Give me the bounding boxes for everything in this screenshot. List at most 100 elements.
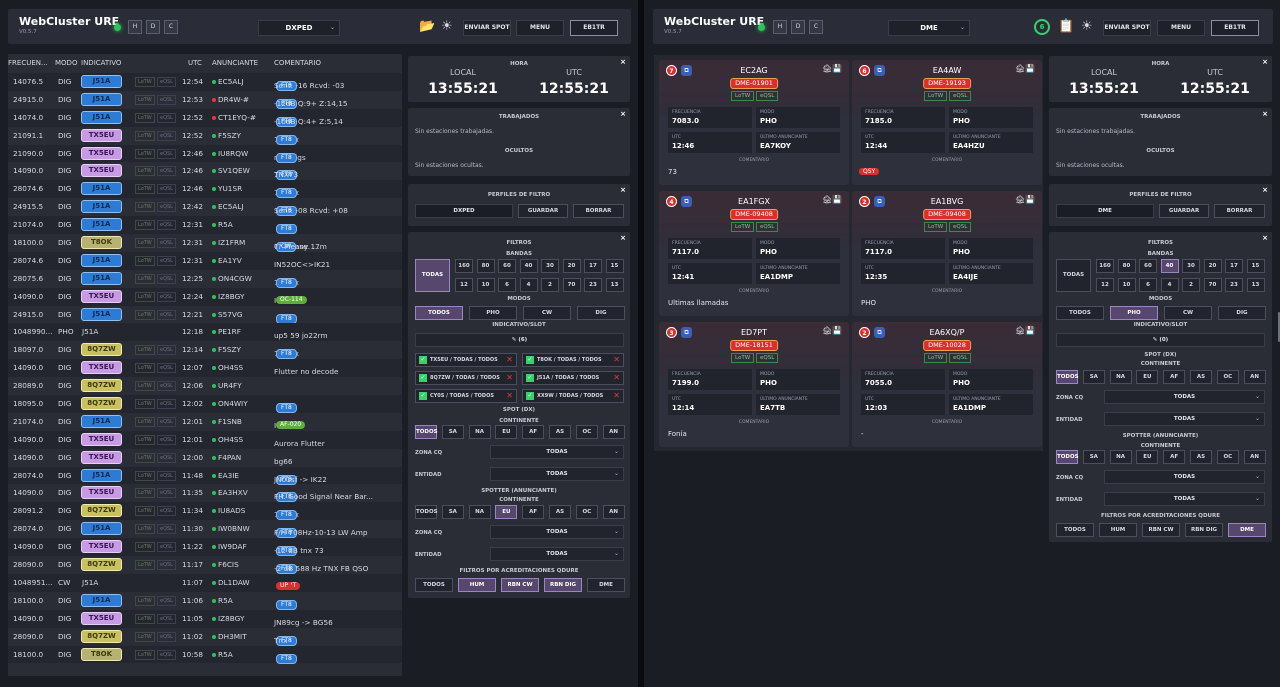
spotter-entity-select[interactable]: TODAS ⌄ [490, 547, 624, 561]
spotter-continent-button[interactable]: AS [549, 505, 571, 519]
table-row[interactable]: 14090.0DIGTX5EULoTWeQSL12:46SV1QEW14090F… [8, 162, 402, 181]
table-row[interactable]: 21074.0DIGJ51ALoTWeQSL12:01F1SNBIOTAAF-0… [8, 413, 402, 431]
conts-button[interactable]: OC [1216, 370, 1239, 384]
col-comment[interactable]: COMENTARIO [274, 59, 322, 67]
spotter-cell[interactable]: CT1EYQ-# [218, 112, 256, 122]
spotter-continent-button[interactable]: EU [495, 505, 518, 519]
spot-card[interactable]: 2 ⧉ 🏚💾 EA6XQ/P DME-10028 LoTW eQSL FRECUENCIA 70… [852, 322, 1042, 447]
call-badge[interactable]: 8Q7ZW [81, 504, 122, 518]
spotter-zone-select[interactable]: TODAS ⌄ [490, 525, 624, 539]
band-button[interactable]: 2 [1182, 278, 1200, 292]
call-badge[interactable]: J51A [81, 75, 122, 88]
band-button[interactable]: 10 [476, 278, 495, 292]
send-spot-button[interactable]: ENVIAR SPOT [463, 20, 511, 36]
clipboard-icon[interactable]: 📋 [1058, 19, 1075, 34]
table-row[interactable]: 28090.0 DIG 8Q7ZW LoTW eQSL 11:17 F6CIS FT8 -2 d… [8, 556, 402, 575]
band-button[interactable]: 70 [562, 278, 581, 292]
sun-icon[interactable]: ☀ [441, 19, 453, 34]
checkbox-icon[interactable]: ✓ [419, 356, 427, 364]
table-row[interactable]: 18100.0 DIG T8OK LoTW eQSL 12:31 IZ1FRM Guys an… [8, 234, 402, 253]
col-freq[interactable]: FRECUEN... [8, 59, 48, 67]
conts-button[interactable]: OC [575, 425, 598, 439]
table-row[interactable]: 14076.5 DIG J51A LoTW eQSL 12:54 EC5ALJ FT8 Sent… [8, 73, 402, 91]
acc-button[interactable]: TODOS [415, 578, 453, 592]
remove-icon[interactable]: ✕ [506, 373, 513, 382]
modes-button[interactable]: TODOS [415, 306, 463, 320]
spotter-continent-button[interactable]: AN [602, 505, 625, 519]
band-button[interactable]: 70 [1203, 278, 1222, 292]
split-divider[interactable] [638, 0, 1280, 687]
call-badge[interactable]: 8Q7ZW [81, 629, 122, 643]
bands-all-button[interactable]: TODAS [415, 259, 450, 292]
close-icon[interactable]: × [1262, 58, 1268, 66]
close-icon[interactable]: × [1262, 186, 1268, 194]
spot-card[interactable]: 7 ⧉ 🏚💾 EC2AG DME-01901 LoTW eQSL FRECUENCIA 7083… [659, 60, 849, 185]
spotter-continent-button[interactable]: TODOS [1056, 450, 1079, 464]
save-button[interactable]: GUARDAR [1159, 204, 1209, 218]
band-button[interactable]: 40 [1160, 259, 1179, 273]
info-icon[interactable]: ⧉ [874, 65, 885, 76]
conts-button[interactable]: EU [495, 425, 518, 439]
band-button[interactable]: 15 [1246, 259, 1265, 273]
slot-filter[interactable]: ✓ T8OK / TODAS / TODOS ✕ [522, 353, 624, 367]
band-button[interactable]: 4 [519, 278, 538, 292]
spotter-cell[interactable]: R5A [218, 595, 233, 605]
band-button[interactable]: 23 [1225, 278, 1243, 292]
col-spotter[interactable]: ANUNCIANTE [212, 59, 259, 67]
call-badge[interactable]: TX5EU [81, 128, 122, 142]
filter-select[interactable]: DXPED ⌄ [258, 20, 340, 36]
call-slot-editor[interactable]: ✎ (6) [415, 333, 624, 347]
table-row[interactable]: 14090.0 DIG TX5EU LoTW eQSL 11:22 IW9DAF FT8 -12… [8, 538, 402, 557]
col-utc[interactable]: UTC [188, 59, 202, 67]
band-button[interactable]: 80 [476, 259, 495, 273]
call-badge[interactable]: J51A [81, 468, 122, 482]
close-icon[interactable]: × [1262, 110, 1268, 118]
spotter-cell[interactable]: IU8RQW [218, 148, 249, 158]
table-row[interactable]: 21074.0 DIG J51A LoTW eQSL 12:31 R5A FT8 [8, 216, 402, 235]
table-row[interactable]: 28074.0 DIG J51A LoTW eQSL 11:48 EA3IE FT8 JN01s… [8, 466, 402, 485]
bands-all-button[interactable]: TODAS [1056, 259, 1091, 292]
spotter-entity-select[interactable]: TODAS ⌄ [1104, 492, 1265, 506]
conts-button[interactable]: TODOS [415, 425, 438, 439]
card-callsign[interactable]: EA4AW [932, 66, 962, 75]
spotter-cell[interactable]: YU1SR [218, 184, 243, 194]
zone-select[interactable]: TODAS ⌄ [1104, 390, 1265, 404]
table-row[interactable]: 24915.0 DIG J51A LoTW eQSL 12:53 DR4W-# FT8 -12d… [8, 91, 402, 109]
conts-button[interactable]: NA [1109, 370, 1132, 384]
info-icon[interactable]: ⧉ [681, 196, 692, 207]
modes-button[interactable]: CW [523, 306, 571, 320]
zone-select[interactable]: TODAS ⌄ [490, 445, 624, 459]
remove-icon[interactable]: ✕ [506, 355, 513, 364]
call-badge[interactable]: J51A [81, 253, 122, 267]
spotter-continent-button[interactable]: AF [522, 505, 545, 519]
spotter-continent-button[interactable]: TODOS [415, 505, 438, 519]
call-badge[interactable]: TX5EU [81, 164, 122, 178]
call-cell[interactable]: J51A [82, 327, 99, 337]
modes-button[interactable]: DIG [1218, 306, 1266, 320]
band-button[interactable]: 23 [584, 278, 602, 292]
table-row[interactable]: 14090.0 DIG TX5EU LoTW eQSL 12:00 F4PAN bg66 [8, 449, 402, 467]
delete-button[interactable]: BORRAR [573, 204, 624, 218]
spotter-cell[interactable]: PE1RF [218, 327, 241, 337]
slot-filter[interactable]: ✓ TX5EU / TODAS / TODOS ✕ [415, 353, 517, 367]
spotter-cell[interactable]: EA1YV [218, 255, 242, 265]
spotter-cell[interactable]: IZ1FRM [218, 238, 246, 248]
spotter-continent-button[interactable]: NA [1109, 450, 1132, 464]
call-slot-editor[interactable]: ✎ (0) [1056, 333, 1265, 347]
call-badge[interactable]: 8Q7ZW [81, 379, 122, 393]
acc-button[interactable]: HUM [458, 578, 496, 592]
close-icon[interactable]: × [620, 110, 626, 118]
remove-icon[interactable]: ✕ [613, 373, 620, 382]
call-badge[interactable]: 8Q7ZW [81, 558, 122, 572]
call-badge[interactable]: TX5EU [81, 146, 122, 160]
conts-button[interactable]: TODOS [1056, 370, 1079, 384]
modes-button[interactable]: PHO [1110, 306, 1158, 320]
menu-button[interactable]: MENU [516, 20, 564, 36]
call-badge[interactable]: J51A [81, 200, 122, 214]
modes-button[interactable]: DIG [577, 306, 625, 320]
